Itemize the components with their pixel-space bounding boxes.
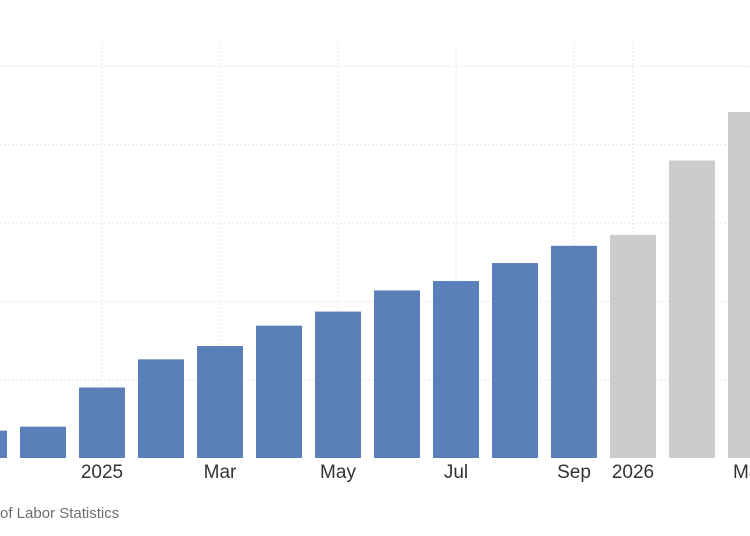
source-caption: of Labor Statistics bbox=[0, 505, 120, 522]
bar-forecast-13 bbox=[728, 111, 750, 458]
bar-actual-0 bbox=[0, 430, 7, 458]
bar-forecast-12 bbox=[669, 160, 715, 459]
x-tick-label: Sep bbox=[557, 462, 591, 483]
x-tick-label: Jul bbox=[444, 462, 468, 483]
x-tick-label: 2025 bbox=[81, 462, 123, 483]
bar-forecast-11 bbox=[610, 234, 656, 458]
bar-actual-5 bbox=[256, 325, 302, 458]
bar-actual-10 bbox=[551, 245, 597, 458]
bar-actual-7 bbox=[374, 290, 420, 458]
bar-actual-9 bbox=[492, 263, 538, 458]
bar-actual-6 bbox=[315, 311, 361, 458]
x-tick-label: May bbox=[733, 462, 750, 483]
bar-actual-4 bbox=[197, 346, 243, 458]
bar-actual-8 bbox=[433, 281, 479, 458]
x-tick-label: May bbox=[320, 462, 356, 483]
bar-actual-3 bbox=[138, 359, 184, 458]
x-tick-label: 2026 bbox=[612, 462, 654, 483]
bar-chart: 2025 Mar May Jul Sep 2026 May bbox=[0, 43, 750, 483]
bar-actual-2 bbox=[79, 387, 125, 458]
x-tick-label: Mar bbox=[204, 462, 237, 483]
bar-actual-1 bbox=[20, 426, 66, 458]
